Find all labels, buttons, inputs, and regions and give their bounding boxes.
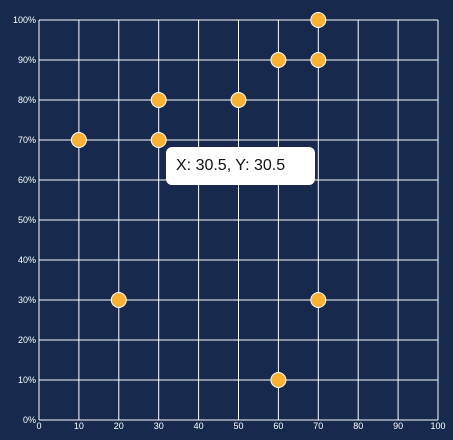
points-layer (70, 12, 327, 388)
data-point[interactable] (270, 52, 287, 68)
x-tick-label: 50 (233, 421, 243, 431)
x-tick-label: 30 (154, 421, 164, 431)
y-tick-label: 50% (18, 215, 36, 225)
data-point[interactable] (230, 92, 247, 108)
y-tick-label: 60% (18, 175, 36, 185)
data-point[interactable] (270, 372, 287, 388)
x-tick-label: 40 (194, 421, 204, 431)
data-point[interactable] (150, 132, 167, 148)
x-tick-label: 100 (430, 421, 445, 431)
y-tick-label: 10% (18, 375, 36, 385)
data-point[interactable] (110, 292, 127, 308)
tooltip: X: 30.5, Y: 30.5 (166, 147, 315, 185)
y-tick-label: 40% (18, 255, 36, 265)
grid-layer (38, 19, 439, 421)
y-tick-label: 20% (18, 335, 36, 345)
x-tick-label: 70 (313, 421, 323, 431)
y-tick-label: 70% (18, 135, 36, 145)
data-point[interactable] (310, 292, 327, 308)
x-tick-label: 0 (36, 421, 41, 431)
y-tick-label: 100% (13, 15, 36, 25)
x-tick-label: 90 (393, 421, 403, 431)
x-tick-label: 10 (74, 421, 84, 431)
x-tick-label: 20 (114, 421, 124, 431)
y-tick-label: 90% (18, 55, 36, 65)
y-tick-label: 0% (23, 415, 36, 425)
data-point[interactable] (310, 52, 327, 68)
y-tick-label: 80% (18, 95, 36, 105)
data-point[interactable] (150, 92, 167, 108)
x-tick-label: 80 (353, 421, 363, 431)
data-point[interactable] (310, 12, 327, 28)
data-point[interactable] (70, 132, 87, 148)
y-tick-label: 30% (18, 295, 36, 305)
axis-labels-layer: 0 10 20 30 40 50 60 70 80 90 100 0% 10% 20% 30% 40% 50% 6… (13, 15, 446, 431)
x-tick-label: 60 (273, 421, 283, 431)
